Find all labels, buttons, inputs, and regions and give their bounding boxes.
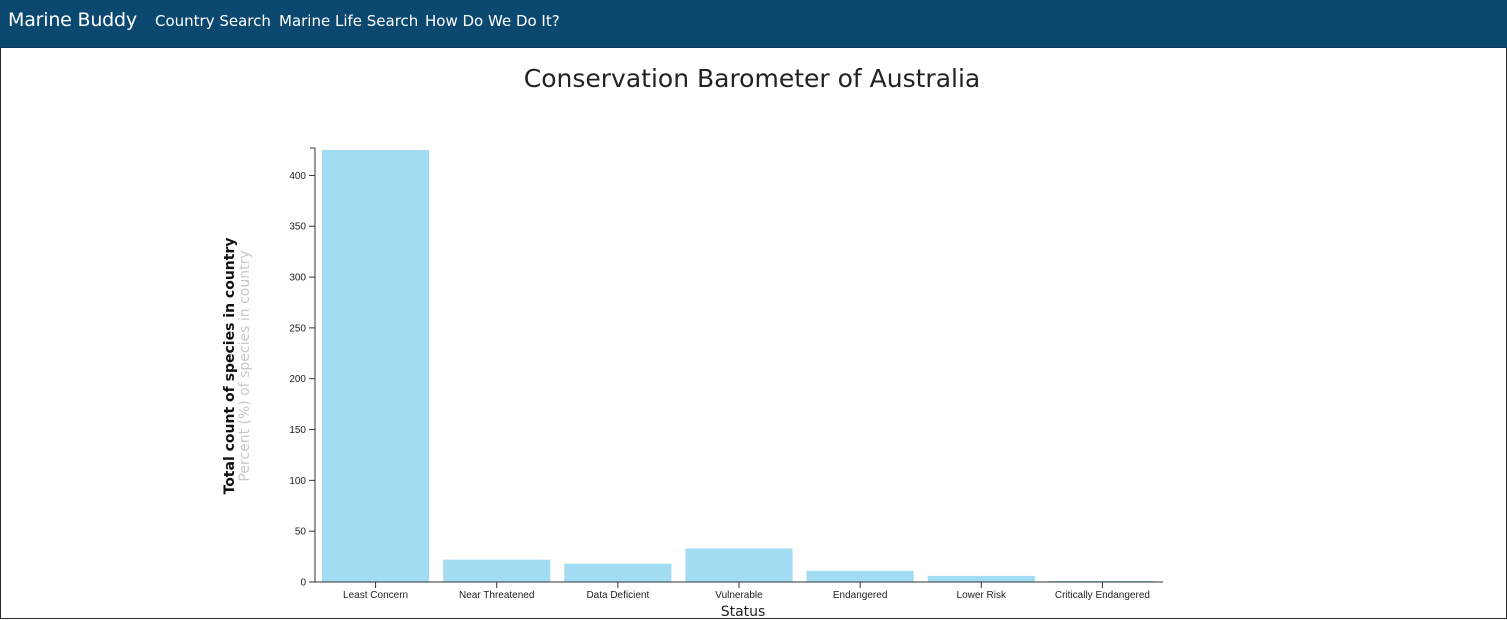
x-tick-label: Data Deficient <box>586 590 649 601</box>
y-axis-title: Total count of species in country <box>222 238 238 495</box>
x-tick-label: Endangered <box>833 590 888 601</box>
bar <box>806 570 914 582</box>
y-tick-label: 200 <box>289 374 306 385</box>
x-tick-label: Near Threatened <box>459 590 534 601</box>
x-tick-label: Lower Risk <box>957 590 1007 601</box>
x-tick-label: Critically Endangered <box>1055 590 1150 601</box>
bar <box>322 150 430 582</box>
nav-link-how-do-we-do-it[interactable]: How Do We Do It? <box>425 12 560 30</box>
bar <box>564 563 672 582</box>
y-tick-label: 50 <box>295 527 307 538</box>
y-tick-label: 250 <box>289 323 306 334</box>
bar <box>927 575 1035 582</box>
bar <box>1048 580 1156 582</box>
nav-link-country-search[interactable]: Country Search <box>155 12 271 30</box>
y-tick-label: 0 <box>300 578 306 589</box>
y-tick-label: 350 <box>289 222 306 233</box>
y-tick-label: 300 <box>289 273 306 284</box>
brand-link[interactable]: Marine Buddy <box>8 9 137 31</box>
nav-link-marine-life-search[interactable]: Marine Life Search <box>279 12 419 30</box>
y-tick-label: 100 <box>289 476 306 487</box>
y-axis-subtitle: Percent (%) of species in country <box>237 250 253 481</box>
bar <box>685 548 793 582</box>
y-tick-label: 150 <box>289 425 306 436</box>
x-axis-title: Status <box>721 604 766 620</box>
bar <box>443 559 551 582</box>
x-tick-label: Vulnerable <box>715 590 763 601</box>
navbar: Marine Buddy Country Search Marine Life … <box>0 0 1507 48</box>
page-title: Conservation Barometer of Australia <box>523 64 981 93</box>
y-tick-label: 400 <box>289 171 306 182</box>
x-tick-label: Least Concern <box>343 590 408 601</box>
